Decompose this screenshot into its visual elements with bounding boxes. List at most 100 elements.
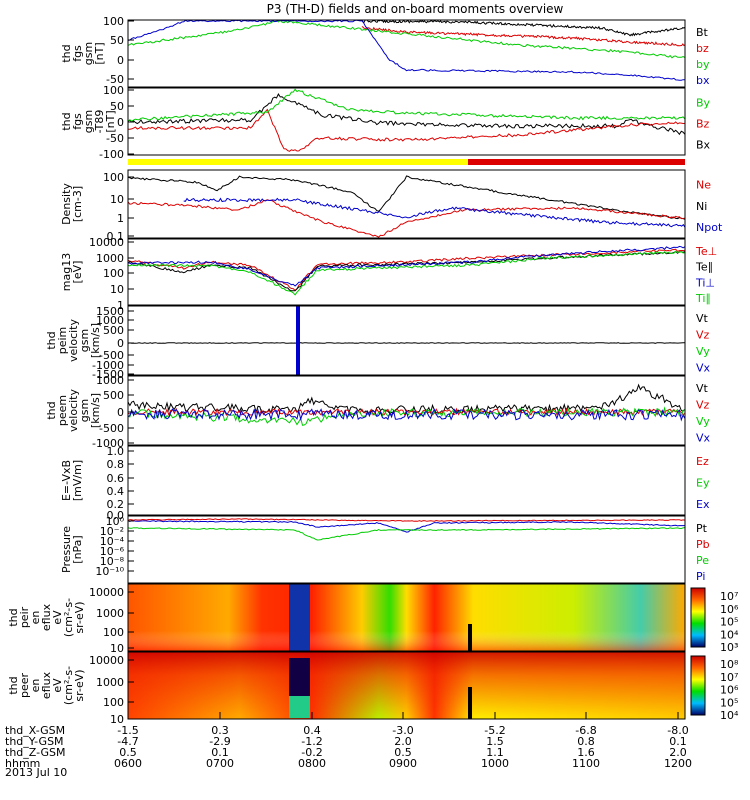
- y-axis-label: peim: [56, 327, 69, 355]
- y-axis-label: eV: [51, 610, 64, 625]
- y-tick-label: -50: [106, 132, 124, 145]
- legend-vz: Vz: [696, 329, 710, 342]
- x-row-value: -6.8: [575, 724, 596, 737]
- y-axis-label: [nT]: [104, 110, 117, 132]
- y-tick-label: -50: [106, 73, 124, 86]
- trace-ti-perp: [127, 245, 686, 287]
- trace-pi: [127, 519, 685, 533]
- x-row-value: -0.2: [301, 746, 322, 759]
- panel-frame-5: [127, 305, 686, 376]
- legend-npot: Npot: [696, 221, 723, 234]
- legend-vy: Vy: [696, 345, 710, 358]
- x-row-label: thd_X-GSM: [5, 724, 65, 737]
- y-axis-label: [km/s]: [89, 323, 102, 358]
- y-axis-label: gsm: [78, 399, 91, 422]
- panel-frame-7: [127, 445, 686, 516]
- y-axis-label: en: [29, 611, 42, 625]
- legend-te⊥: Te⊥: [695, 245, 717, 258]
- legend-ez: Ez: [696, 455, 709, 468]
- y-axis-label: mag13: [60, 253, 73, 291]
- x-row-value: -3.0: [392, 724, 413, 737]
- panel-frame-2: [127, 87, 686, 156]
- y-tick-label: 1000: [96, 374, 124, 387]
- legend-bz: bz: [696, 42, 709, 55]
- y-axis-label: thd: [60, 112, 73, 130]
- x-row-value: 1000: [481, 757, 509, 770]
- y-tick-label: -1500: [92, 368, 124, 381]
- trace-te-par: [127, 251, 686, 292]
- trace-bz: [361, 26, 686, 47]
- y-axis-label: thd: [45, 401, 58, 419]
- chart-title: P3 (TH-D) fields and on-board moments ov…: [267, 2, 564, 16]
- legend-vx: Vx: [696, 432, 711, 445]
- y-tick-label: 10⁻⁸: [100, 555, 125, 568]
- y-tick-label: 0.6: [107, 472, 125, 485]
- date-label: 2013 Jul 10: [5, 766, 67, 779]
- y-axis-label: [mV/m]: [71, 460, 84, 501]
- curves-layer: [127, 19, 686, 541]
- colorbar-label: 10⁶: [720, 603, 739, 616]
- y-axis-label: E=-VxB: [60, 460, 73, 501]
- legend-ey: Ey: [696, 476, 710, 489]
- y-tick-label: 1: [117, 212, 124, 225]
- y-axis-label: en: [29, 679, 42, 693]
- y-tick-label: 1: [117, 299, 124, 312]
- trace-peem-vx: [127, 408, 686, 422]
- electron-spectrogram-shade: [128, 652, 685, 719]
- trace-bx: [127, 19, 686, 81]
- y-axis-label: sr-eV): [73, 601, 86, 633]
- electron-spectrogram-band: [289, 696, 310, 718]
- panel-frame-4: [127, 238, 686, 306]
- colorbar-2: [690, 655, 706, 716]
- y-axis-label: eflux: [40, 671, 53, 699]
- y-tick-label: -1000: [92, 437, 124, 450]
- y-tick-label: 10: [110, 283, 124, 296]
- y-axis-label: [eV]: [71, 261, 84, 284]
- x-row-value: 0900: [389, 757, 417, 770]
- y-axis-label: gsm: [78, 329, 91, 352]
- trace-peem-vt: [127, 383, 686, 415]
- trace-bt: [361, 19, 686, 37]
- x-row-value: 0800: [298, 757, 326, 770]
- y-axis-label: (cm²-s-: [62, 598, 75, 637]
- panel-frame-8: [127, 515, 686, 584]
- colorbar-label: 10⁷: [720, 671, 738, 684]
- y-tick-label: 10: [110, 713, 124, 726]
- y-axis-label: [nT]: [93, 42, 106, 64]
- y-tick-label: 50: [110, 34, 124, 47]
- y-axis-label: thd: [7, 676, 20, 694]
- electron-spectrogram-gap: [289, 658, 310, 696]
- y-tick-label: 100: [103, 696, 124, 709]
- x-row-value: 0.5: [394, 746, 412, 759]
- legend-bx: bx: [696, 74, 710, 87]
- trace-bz-t89: [128, 108, 686, 152]
- y-tick-label: 10⁰: [106, 515, 125, 528]
- y-axis-label: sr-eV): [73, 669, 86, 701]
- peim-spike: [296, 306, 300, 375]
- colorbar-label: 10⁶: [720, 684, 739, 697]
- legend-by: By: [696, 96, 711, 109]
- y-tick-label: 10⁻⁶: [100, 545, 125, 558]
- ion-spectrogram-shade: [128, 584, 685, 651]
- panels-layer: [128, 159, 685, 719]
- y-tick-label: -500: [99, 349, 124, 362]
- x-row-value: -8.0: [667, 724, 688, 737]
- legend-ni: Ni: [696, 200, 707, 213]
- legend-ti∥: Ti∥: [695, 292, 711, 305]
- y-tick-label: 100: [103, 171, 124, 184]
- legend-pe: Pe: [696, 554, 709, 567]
- trace-ti-par: [127, 250, 686, 296]
- x-row-value: -2.9: [209, 735, 230, 748]
- y-tick-label: 0.0: [107, 509, 125, 522]
- x-row-label: thd_Y-GSM: [5, 735, 64, 748]
- region-bar-yellow: [128, 159, 468, 165]
- y-axis-label: thd: [7, 608, 20, 626]
- y-tick-label: 10: [110, 193, 124, 206]
- ion-spectrogram-gap: [289, 584, 310, 651]
- y-axis-label: fgs: [71, 113, 84, 130]
- y-tick-label: 10⁻⁴: [100, 535, 125, 548]
- x-row-value: 1.1: [486, 746, 504, 759]
- frames-layer: [127, 19, 706, 720]
